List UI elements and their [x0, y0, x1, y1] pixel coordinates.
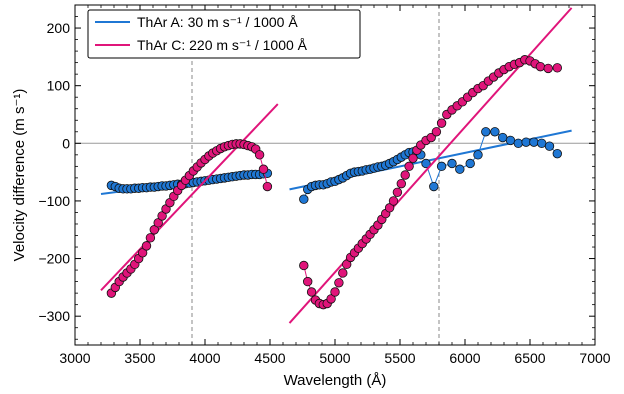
- x-tick-label: 7000: [579, 350, 610, 366]
- data-point: [431, 127, 442, 137]
- y-axis-ticks: −300 −200 −100 0 100 200: [38, 4, 595, 340]
- fit-line: [100, 103, 279, 291]
- data-point: [334, 278, 344, 288]
- legend: ThAr A: 30 m s⁻¹ / 1000 Å ThAr C: 220 m …: [87, 9, 361, 59]
- data-point: [303, 276, 313, 287]
- y-tick-label: 200: [47, 20, 71, 36]
- data-point: [429, 181, 439, 192]
- data-point: [465, 158, 475, 169]
- data-point: [505, 135, 516, 146]
- data-point: [521, 137, 531, 147]
- data-point: [436, 118, 447, 128]
- x-tick-label: 3500: [124, 350, 155, 366]
- data-connector: [425, 59, 558, 141]
- data-point: [262, 181, 273, 192]
- data-point: [513, 138, 524, 149]
- data-point: [141, 241, 152, 251]
- data-point: [330, 287, 340, 297]
- data-point: [498, 132, 508, 143]
- data-point: [552, 148, 563, 159]
- x-tick-label: 6500: [514, 350, 545, 366]
- data-point: [529, 137, 539, 147]
- legend-label-thar-c: ThAr C: 220 m s⁻¹ / 1000 Å: [137, 37, 308, 53]
- data-point: [481, 127, 491, 137]
- data-point: [388, 196, 399, 206]
- series-thar-c: [100, 7, 573, 324]
- x-tick-label: 3000: [59, 350, 90, 366]
- data-point: [396, 178, 407, 189]
- data-point: [145, 233, 156, 243]
- y-tick-label: −100: [38, 193, 70, 209]
- series-layer: [100, 7, 573, 324]
- data-point: [392, 187, 403, 197]
- x-tick-label: 4000: [189, 350, 220, 366]
- data-point: [535, 61, 546, 72]
- data-point: [254, 150, 265, 160]
- y-tick-label: −300: [38, 308, 70, 324]
- x-tick-label: 5000: [319, 350, 350, 366]
- data-point: [299, 260, 309, 271]
- y-tick-label: 0: [62, 135, 70, 151]
- data-point: [306, 287, 317, 297]
- x-axis-label: Wavelength (Å): [284, 372, 387, 389]
- data-point: [426, 132, 436, 143]
- legend-box: [87, 9, 361, 59]
- x-tick-label: 6000: [449, 350, 480, 366]
- series-thar-a: [100, 127, 572, 204]
- data-point: [421, 158, 431, 169]
- data-point: [447, 158, 457, 169]
- data-point: [299, 194, 309, 204]
- data-point: [400, 170, 410, 180]
- data-point: [473, 150, 483, 160]
- data-point: [544, 141, 555, 151]
- legend-label-thar-a: ThAr A: 30 m s⁻¹ / 1000 Å: [137, 14, 298, 30]
- y-axis-label: Velocity difference (m s⁻¹): [11, 89, 28, 262]
- x-tick-label: 4500: [254, 350, 285, 366]
- y-tick-label: 100: [47, 78, 71, 94]
- data-point: [258, 164, 269, 174]
- data-point: [408, 153, 418, 163]
- y-tick-label: −200: [38, 251, 70, 267]
- x-axis-ticks: 3000 3500 4000 4500 5000 5500 6000 6500 7000: [59, 5, 611, 366]
- data-point: [404, 161, 414, 172]
- data-point: [543, 63, 553, 74]
- x-tick-label: 5500: [384, 350, 415, 366]
- data-point: [436, 161, 447, 172]
- data-point: [552, 63, 563, 73]
- data-point: [455, 164, 465, 174]
- data-point: [338, 268, 348, 278]
- data-point: [537, 138, 547, 149]
- data-point: [490, 127, 500, 137]
